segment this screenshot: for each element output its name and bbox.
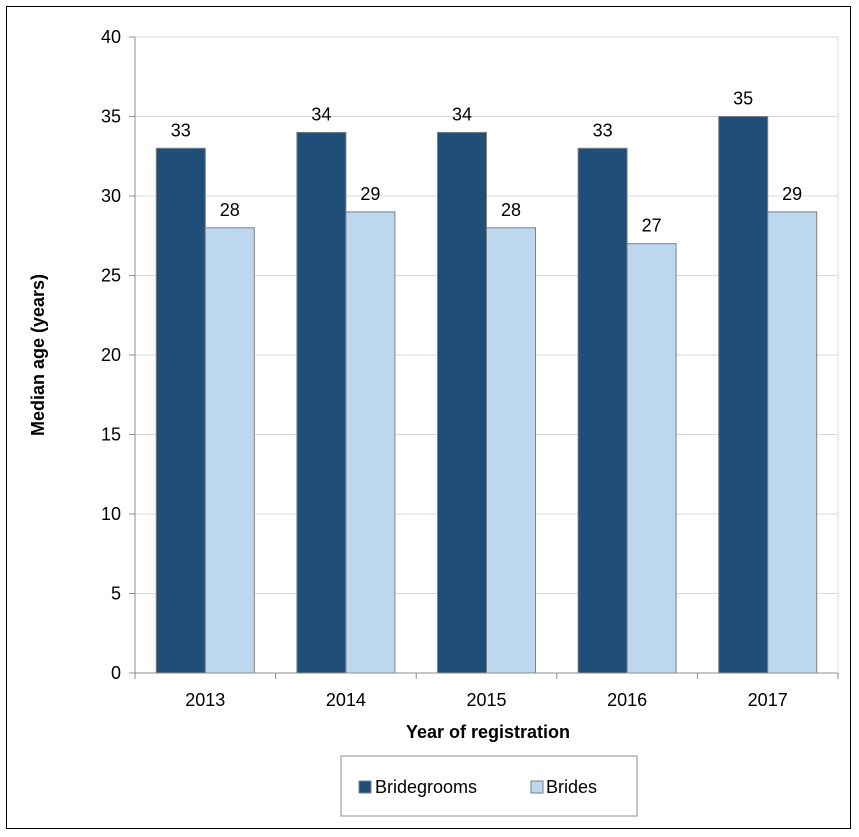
legend-swatch-bridegrooms: [358, 780, 372, 794]
data-label-brides-2013: 28: [220, 200, 240, 220]
bar-brides-2014: [345, 211, 396, 674]
data-label-brides-2015: 28: [501, 200, 521, 220]
bar-brides-2013: [204, 227, 255, 674]
data-label-bridegrooms-2015: 34: [452, 104, 472, 124]
y-tick-label: 5: [111, 584, 121, 604]
chart-frame: [6, 6, 851, 829]
data-label-brides-2014: 29: [360, 184, 380, 204]
x-tick-label: 2017: [748, 690, 788, 710]
data-label-bridegrooms-2013: 33: [171, 120, 191, 140]
legend-box: [340, 755, 638, 817]
bars: [155, 116, 818, 674]
x-tick-label: 2016: [607, 690, 647, 710]
data-label-brides-2016: 27: [642, 216, 662, 236]
bar-bridegrooms-2015: [437, 131, 487, 674]
y-tick-label: 20: [101, 345, 121, 365]
x-tick-label: 2013: [185, 690, 225, 710]
x-tick-label: 2014: [326, 690, 366, 710]
data-label-brides-2017: 29: [782, 184, 802, 204]
data-label-bridegrooms-2014: 34: [311, 104, 331, 124]
data-label-bridegrooms-2017: 35: [733, 89, 753, 109]
y-tick-label: 15: [101, 425, 121, 445]
y-tick-label: 40: [101, 27, 121, 47]
axes: 0 5 10 15 20 25 30 35 40 2013 2014 2015 2016 2017: [101, 27, 839, 710]
legend-swatch-brides: [530, 780, 544, 794]
bar-bridegrooms-2016: [577, 147, 628, 674]
bar-brides-2016: [626, 243, 677, 674]
x-axis-title: Year of registration: [406, 722, 570, 742]
bar-brides-2017: [767, 211, 818, 674]
y-tick-label: 35: [101, 107, 121, 127]
x-tick-label: 2015: [466, 690, 506, 710]
y-tick-label: 25: [101, 266, 121, 286]
legend-label-bridegrooms: Bridegrooms: [375, 777, 477, 797]
legend-label-brides: Brides: [546, 777, 597, 797]
y-tick-label: 30: [101, 186, 121, 206]
y-tick-label: 0: [111, 663, 121, 683]
y-axis-title: Median age (years): [28, 274, 48, 436]
bar-brides-2015: [486, 227, 536, 674]
data-label-bridegrooms-2016: 33: [593, 120, 613, 140]
bar-bridegrooms-2017: [718, 116, 769, 674]
bar-bridegrooms-2014: [296, 131, 347, 674]
data-labels: 33 28 34 29 34 28 33 27 35 29: [171, 89, 802, 236]
legend: Bridegrooms Brides: [340, 755, 638, 817]
bar-bridegrooms-2013: [155, 147, 206, 674]
y-tick-label: 10: [101, 504, 121, 524]
